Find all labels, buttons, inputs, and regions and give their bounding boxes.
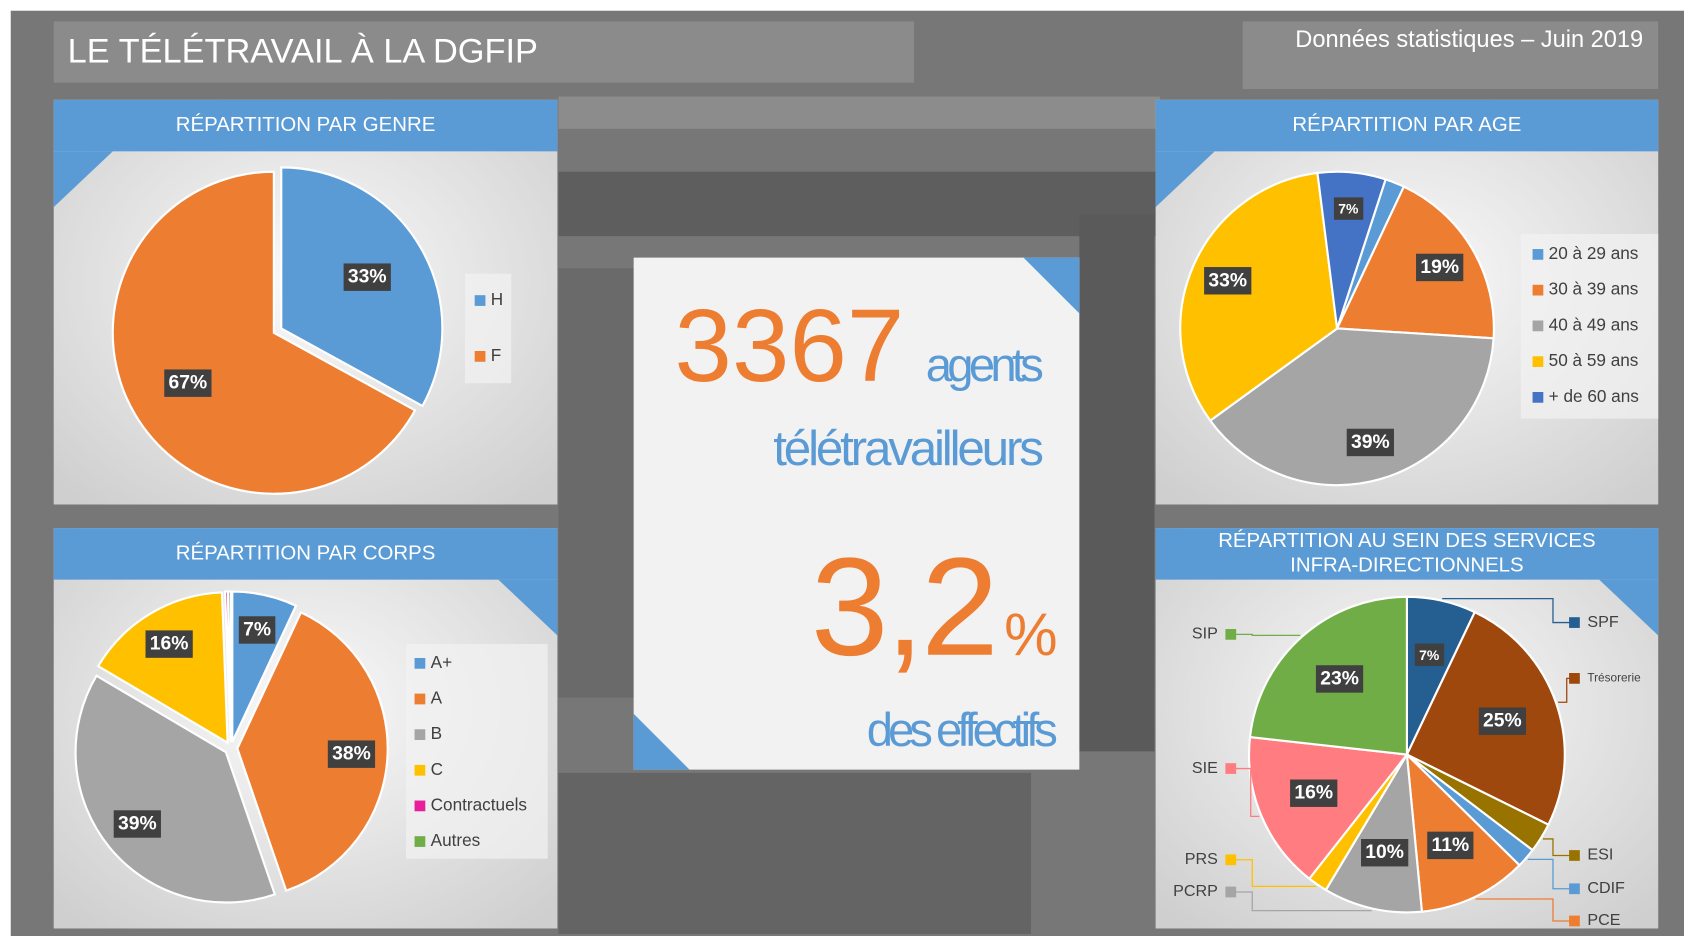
legend-swatch <box>1225 763 1236 774</box>
chart-title: RÉPARTITION PAR CORPS <box>176 541 436 564</box>
legend-swatch <box>1533 356 1544 367</box>
legend-swatch <box>475 295 486 306</box>
legend-swatch <box>415 801 426 812</box>
callout-label: PRS <box>1185 850 1218 868</box>
data-label: 7% <box>1338 201 1359 217</box>
callout-label: PCRP <box>1173 882 1218 900</box>
dashboard: LE TÉLÉTRAVAIL À LA DGFIP Données statis… <box>0 0 1684 936</box>
legend-swatch <box>415 694 426 705</box>
legend-label: 20 à 29 ans <box>1549 243 1639 263</box>
callout-label: CDIF <box>1587 879 1625 897</box>
building-band <box>558 773 1031 934</box>
data-label: 38% <box>332 744 371 765</box>
data-label: 7% <box>243 619 271 640</box>
building-band <box>558 268 633 697</box>
page-title: LE TÉLÉTRAVAIL À LA DGFIP <box>68 32 538 71</box>
share-unit: % <box>1004 601 1057 668</box>
page: {"header": {"title": "LE TÉLÉTRAVAIL À L… <box>0 0 1684 936</box>
legend-swatch <box>1533 285 1544 296</box>
legend-label: 30 à 39 ans <box>1549 279 1639 299</box>
data-label: 33% <box>1208 270 1247 291</box>
legend-swatch <box>1533 392 1544 403</box>
chart-title: RÉPARTITION AU SEIN DES SERVICES <box>1218 529 1595 552</box>
data-label: 10% <box>1365 842 1404 863</box>
legend-swatch <box>415 658 426 669</box>
data-label: 16% <box>1294 783 1333 804</box>
data-label: 33% <box>348 267 387 288</box>
legend-swatch <box>1533 321 1544 332</box>
legend-swatch <box>1569 617 1580 628</box>
data-label: 39% <box>118 813 157 834</box>
chart-title: RÉPARTITION PAR AGE <box>1292 113 1521 136</box>
building-band <box>1079 215 1154 752</box>
legend-swatch <box>1225 854 1236 865</box>
legend-label: 50 à 59 ans <box>1549 350 1639 370</box>
share: 3,2 <box>811 529 999 685</box>
data-label: 19% <box>1420 257 1459 278</box>
callout-label: PCE <box>1587 911 1620 929</box>
legend-swatch <box>415 765 426 776</box>
building-band <box>558 172 1159 236</box>
data-label: 39% <box>1351 432 1390 453</box>
legend-box <box>406 644 548 859</box>
data-label: 25% <box>1483 711 1522 732</box>
callout-label: SIE <box>1192 759 1218 777</box>
legend-label: A+ <box>431 652 452 672</box>
legend-swatch <box>1569 883 1580 894</box>
chart-title: RÉPARTITION PAR GENRE <box>176 113 436 136</box>
data-label: 67% <box>169 373 208 394</box>
legend-swatch <box>1569 916 1580 927</box>
agent-count: 3367 <box>674 288 904 403</box>
legend-swatch <box>1225 887 1236 898</box>
data-label: 23% <box>1320 668 1359 689</box>
legend-swatch <box>1533 249 1544 260</box>
legend-swatch <box>1569 673 1580 684</box>
callout-label: ESI <box>1587 846 1613 864</box>
chart-title: INFRA-DIRECTIONNELS <box>1290 555 1523 577</box>
share-label: des effectifs <box>867 704 1058 757</box>
legend-label: + de 60 ans <box>1549 386 1639 406</box>
legend-swatch <box>1225 629 1236 640</box>
legend-label: A <box>431 688 443 708</box>
legend-swatch <box>415 836 426 847</box>
count-unit: agents <box>926 339 1044 392</box>
legend-label: F <box>491 345 501 365</box>
legend-label: Autres <box>431 830 481 850</box>
building-band <box>558 97 1159 129</box>
data-label: 7% <box>1419 647 1440 663</box>
legend-box <box>465 274 511 383</box>
legend-label: 40 à 49 ans <box>1549 314 1639 334</box>
legend-swatch <box>475 351 486 362</box>
count-label: télétravailleurs <box>773 421 1044 476</box>
callout-label: SIP <box>1192 625 1218 643</box>
legend-label: Contractuels <box>431 794 527 814</box>
callout-label: Trésorerie <box>1587 671 1641 685</box>
legend-swatch <box>415 729 426 740</box>
legend-label: H <box>491 289 503 309</box>
data-label: 11% <box>1432 835 1470 856</box>
legend-label: C <box>431 759 443 779</box>
date: Données statistiques – Juin 2019 <box>1295 27 1643 53</box>
legend-label: B <box>431 723 442 743</box>
legend-swatch <box>1569 850 1580 861</box>
data-label: 16% <box>150 634 189 655</box>
callout-label: SPF <box>1587 613 1618 631</box>
